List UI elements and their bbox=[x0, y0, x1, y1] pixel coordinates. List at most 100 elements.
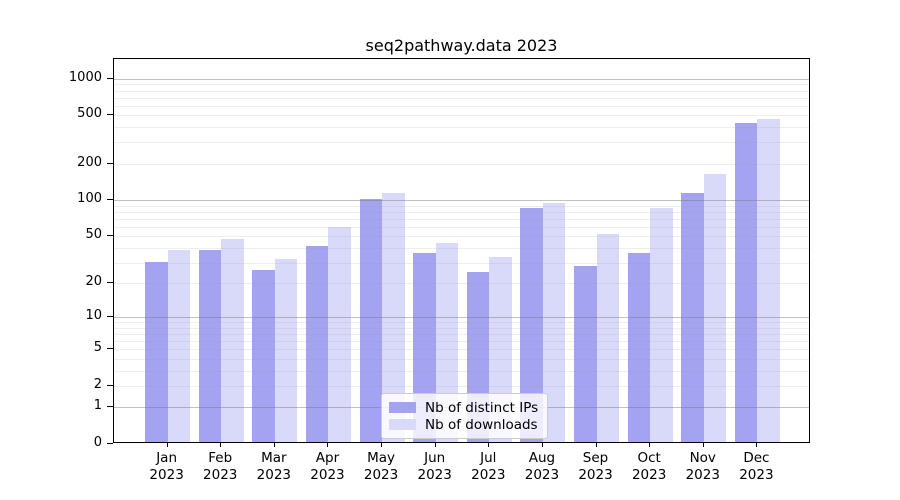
y-tick-10 bbox=[107, 316, 113, 318]
gridline-3 bbox=[114, 370, 809, 372]
gridline-20 bbox=[114, 283, 809, 285]
x-label-year: 2023 bbox=[203, 466, 238, 483]
gridline-500 bbox=[114, 115, 809, 117]
x-tick-aug bbox=[541, 443, 543, 447]
x-label-mar: Mar 2023 bbox=[242, 450, 306, 483]
legend-swatch-downloads bbox=[389, 419, 416, 430]
y-tick-label-5: 5 bbox=[93, 340, 102, 356]
x-tick-nov bbox=[702, 443, 704, 447]
y-tick-0 bbox=[107, 443, 113, 444]
y-tick-label-10: 10 bbox=[85, 308, 102, 324]
gridline-40 bbox=[114, 247, 809, 249]
gridline-300 bbox=[114, 142, 809, 144]
x-label-may: May 2023 bbox=[349, 450, 413, 483]
x-label-year: 2023 bbox=[524, 466, 560, 483]
gridline-700 bbox=[114, 97, 809, 99]
x-label-month: Jun bbox=[424, 450, 446, 466]
x-label-feb: Feb 2023 bbox=[188, 450, 252, 483]
bar-downloads-may bbox=[382, 192, 405, 442]
bar-distinct-ips-sep bbox=[574, 265, 597, 442]
y-tick-label-1000: 1000 bbox=[68, 69, 102, 85]
x-tick-may bbox=[381, 443, 383, 447]
bar-distinct-ips-aug bbox=[520, 208, 543, 442]
y-tick-label-2: 2 bbox=[93, 376, 102, 392]
y-tick-1000 bbox=[107, 77, 113, 79]
x-tick-sep bbox=[595, 443, 597, 447]
x-label-year: 2023 bbox=[310, 466, 345, 483]
gridline-10 bbox=[114, 317, 809, 319]
x-label-year: 2023 bbox=[739, 466, 774, 483]
bar-downloads-aug bbox=[542, 203, 566, 442]
x-label-month: Oct bbox=[637, 450, 661, 466]
bar-downloads-dec bbox=[757, 118, 780, 442]
gridline-70 bbox=[114, 218, 809, 220]
bar-downloads-apr bbox=[328, 226, 351, 442]
x-label-year: 2023 bbox=[685, 466, 720, 483]
x-label-month: Aug bbox=[528, 450, 556, 466]
gridline-600 bbox=[114, 105, 809, 107]
bar-distinct-ips-apr bbox=[305, 245, 329, 442]
bar-distinct-ips-mar bbox=[252, 269, 275, 442]
x-label-jul: Jul 2023 bbox=[456, 450, 520, 483]
x-label-month: Mar bbox=[261, 450, 287, 466]
gridline-5 bbox=[114, 349, 809, 351]
x-tick-dec bbox=[756, 443, 758, 447]
x-label-month: Jan bbox=[156, 450, 178, 466]
bar-distinct-ips-feb bbox=[198, 249, 222, 442]
y-tick-100 bbox=[107, 199, 113, 201]
x-tick-oct bbox=[649, 443, 651, 447]
y-tick-20 bbox=[107, 282, 113, 284]
x-tick-apr bbox=[327, 443, 329, 447]
gridline-7 bbox=[114, 334, 809, 336]
x-label-month: Nov bbox=[689, 450, 716, 466]
x-label-year: 2023 bbox=[256, 466, 292, 483]
x-label-year: 2023 bbox=[471, 466, 506, 483]
x-label-year: 2023 bbox=[149, 466, 184, 483]
x-label-apr: Apr 2023 bbox=[295, 450, 359, 483]
gridline-6 bbox=[114, 341, 809, 343]
x-label-jun: Jun 2023 bbox=[403, 450, 467, 483]
x-tick-jun bbox=[434, 443, 436, 447]
y-tick-2 bbox=[107, 384, 113, 386]
x-label-dec: Dec 2023 bbox=[724, 450, 788, 483]
x-label-aug: Aug 2023 bbox=[510, 450, 574, 483]
gridline-900 bbox=[114, 84, 809, 86]
x-label-month: Apr bbox=[315, 450, 340, 466]
y-tick-1 bbox=[107, 406, 113, 408]
gridline-60 bbox=[114, 226, 809, 228]
legend-item-distinct-ips: Nb of distinct IPs bbox=[389, 399, 538, 416]
x-tick-feb bbox=[220, 443, 222, 447]
bar-downloads-feb bbox=[221, 238, 244, 442]
x-label-month: Feb bbox=[208, 450, 233, 466]
y-tick-label-50: 50 bbox=[85, 227, 102, 243]
x-tick-mar bbox=[273, 443, 275, 447]
legend-item-downloads: Nb of downloads bbox=[389, 416, 538, 433]
bar-distinct-ips-oct bbox=[627, 252, 651, 442]
x-label-oct: Oct 2023 bbox=[617, 450, 681, 483]
bar-distinct-ips-may bbox=[359, 198, 383, 442]
x-tick-jul bbox=[488, 443, 490, 447]
bar-distinct-ips-nov bbox=[681, 193, 704, 442]
x-label-year: 2023 bbox=[417, 466, 452, 483]
x-label-year: 2023 bbox=[363, 466, 399, 483]
gridline-90 bbox=[114, 205, 809, 207]
y-tick-label-1: 1 bbox=[93, 398, 102, 414]
legend-swatch-distinct-ips bbox=[389, 402, 416, 413]
bar-downloads-sep bbox=[596, 234, 620, 442]
legend: Nb of distinct IPs Nb of downloads bbox=[381, 393, 549, 439]
bar-downloads-mar bbox=[274, 258, 298, 442]
gridline-9 bbox=[114, 322, 809, 324]
gridline-80 bbox=[114, 211, 809, 213]
gridline-400 bbox=[114, 127, 809, 129]
gridline-800 bbox=[114, 90, 809, 92]
y-tick-5 bbox=[107, 348, 113, 350]
x-label-jan: Jan 2023 bbox=[135, 450, 199, 483]
x-label-month: Sep bbox=[582, 450, 609, 466]
x-label-year: 2023 bbox=[631, 466, 667, 483]
bar-downloads-jun bbox=[435, 243, 459, 442]
x-label-nov: Nov 2023 bbox=[671, 450, 735, 483]
y-tick-label-200: 200 bbox=[77, 154, 102, 170]
bar-distinct-ips-jan bbox=[145, 262, 168, 442]
y-tick-label-20: 20 bbox=[85, 274, 102, 290]
y-tick-label-0: 0 bbox=[93, 435, 102, 450]
